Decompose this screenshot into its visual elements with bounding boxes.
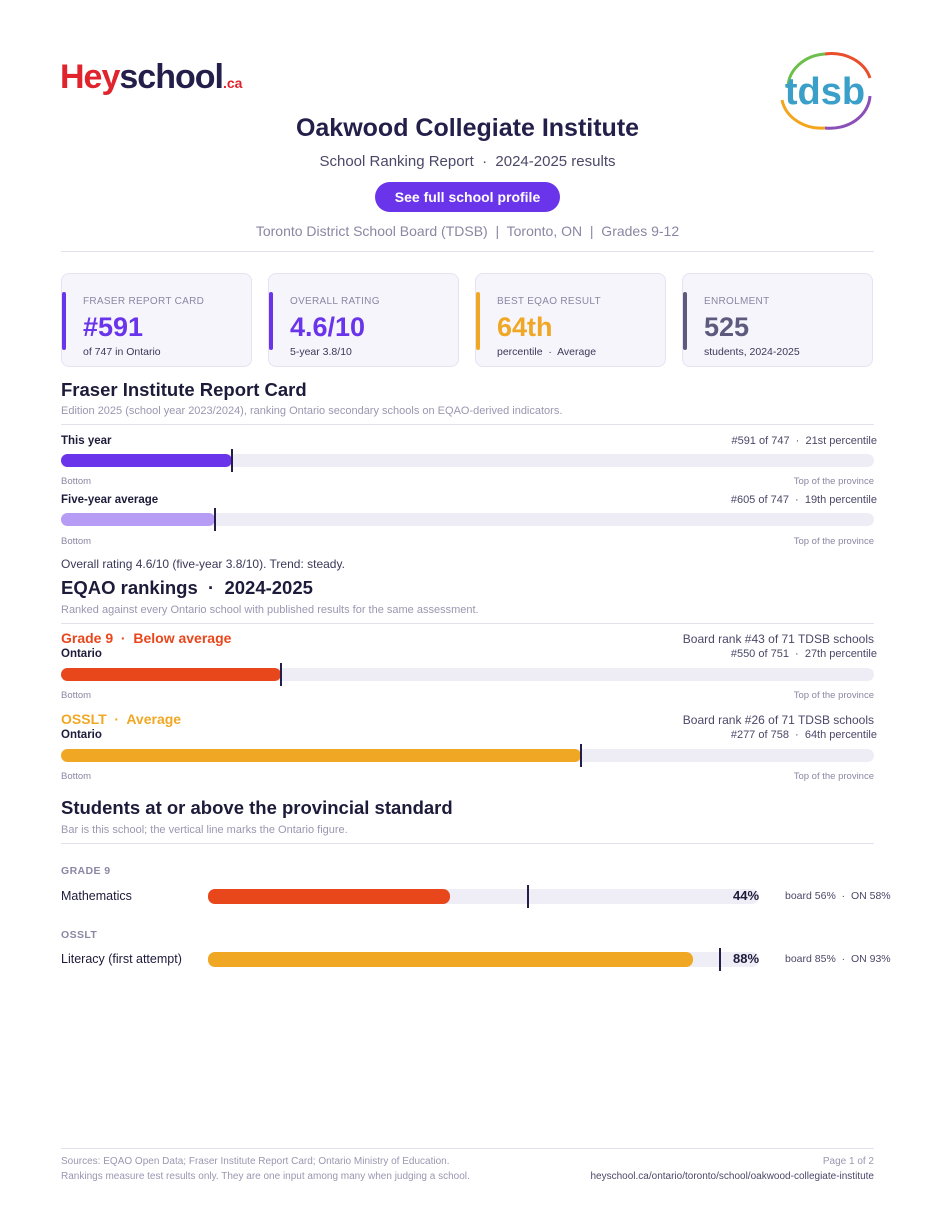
logo-school: school [119, 58, 224, 96]
card-sub: 5-year 3.8/10 [290, 346, 352, 358]
bar-marker [231, 449, 233, 472]
eqao-row-label: Ontario [61, 648, 102, 660]
card-value: #591 [83, 312, 144, 342]
eqao-grade9-bar [61, 663, 874, 686]
bar-fill [61, 749, 581, 762]
bar-fill [61, 454, 232, 467]
card-label: BEST EQAO RESULT [497, 296, 601, 307]
footer-url[interactable]: heyschool.ca/ontario/toronto/school/oakw… [590, 1171, 874, 1182]
bar-marker [214, 508, 216, 531]
fraser-five-year-bar [61, 508, 874, 531]
full-profile-button[interactable]: See full school profile [375, 182, 560, 212]
page-title: Oakwood Collegiate Institute [295, 114, 640, 142]
card-value: 525 [704, 312, 750, 342]
logo-ca: .ca [222, 75, 243, 91]
bar-fill [61, 668, 281, 681]
tdsb-logo-icon: tdsb [780, 52, 872, 130]
subject-label: Mathematics [61, 889, 132, 903]
footer-right: Page 1 of 2 heyschool.ca/ontario/toronto… [590, 1154, 874, 1184]
card-label: OVERALL RATING [290, 296, 380, 307]
bar-fill [61, 513, 215, 526]
axis-top-label: Top of the province [793, 476, 874, 487]
ontario-marker [527, 885, 529, 908]
header-divider [61, 251, 874, 252]
axis-top-label: Top of the province [793, 536, 874, 547]
bar-marker [280, 663, 282, 686]
eqao-osslt-heading: OSSLT · Average [61, 711, 182, 727]
card-label: ENROLMENT [704, 296, 770, 307]
axis-top-label: Top of the province [793, 690, 874, 701]
eqao-grade9-heading: Grade 9 · Below average [61, 630, 232, 646]
axis-bottom-label: Bottom [61, 476, 92, 487]
bar-fill [208, 952, 693, 967]
fraser-row-rank: #591 of 747 · 21st percentile [731, 435, 877, 447]
group-label-grade9: GRADE 9 [61, 865, 111, 877]
axis-bottom-label: Bottom [61, 690, 92, 701]
card-accent [683, 292, 687, 350]
logo-hey: Hey [60, 58, 120, 96]
standard-heading: Students at or above the provincial stan… [61, 797, 453, 818]
fraser-divider [61, 424, 874, 425]
card-label: FRASER REPORT CARD [83, 296, 205, 307]
tdsb-logo-text: tdsb [785, 71, 865, 113]
fraser-desc: Edition 2025 (school year 2023/2024), ra… [61, 405, 563, 417]
comparison-values: board 85% · ON 93% [785, 953, 891, 965]
card-overall-rating: OVERALL RATING 4.6/10 5-year 3.8/10 [268, 273, 459, 367]
footer-sources: Sources: EQAO Open Data; Fraser Institut… [61, 1156, 450, 1167]
eqao-board-rank: Board rank #26 of 71 TDSB schools [682, 713, 874, 727]
subject-label: Literacy (first attempt) [61, 952, 182, 966]
school-meta: Toronto District School Board (TDSB) | T… [255, 223, 680, 239]
card-accent [62, 292, 66, 350]
bar-fill [208, 889, 450, 904]
fraser-row-label: This year [61, 435, 112, 447]
card-value: 64th [497, 312, 553, 342]
school-percent: 88% [733, 951, 760, 966]
card-accent [269, 292, 273, 350]
eqao-board-rank: Board rank #43 of 71 TDSB schools [682, 632, 874, 646]
math-standard-bar [208, 885, 759, 908]
eqao-osslt-bar [61, 744, 874, 767]
eqao-row-label: Ontario [61, 729, 102, 741]
eqao-row-rank: #277 of 758 · 64th percentile [730, 729, 877, 741]
footer-left: Sources: EQAO Open Data; Fraser Institut… [61, 1154, 470, 1184]
standard-desc: Bar is this school; the vertical line ma… [61, 824, 348, 836]
card-sub: students, 2024-2025 [704, 346, 800, 358]
standard-divider [61, 843, 874, 844]
group-label-osslt: OSSLT [61, 929, 98, 941]
eqao-divider [61, 623, 874, 624]
footer-page: Page 1 of 2 [822, 1156, 874, 1167]
eqao-heading: EQAO rankings · 2024-2025 [61, 577, 313, 598]
fraser-row-rank: #605 of 747 · 19th percentile [730, 494, 877, 506]
axis-top-label: Top of the province [793, 771, 874, 782]
card-sub: percentile · Average [497, 346, 597, 358]
ontario-marker [719, 948, 721, 971]
fraser-this-year-bar [61, 449, 874, 472]
card-enrolment: ENROLMENT 525 students, 2024-2025 [682, 273, 873, 367]
page-subtitle: School Ranking Report · 2024-2025 result… [319, 153, 616, 170]
card-accent [476, 292, 480, 350]
axis-bottom-label: Bottom [61, 536, 92, 547]
fraser-row-label: Five-year average [61, 494, 159, 506]
axis-bottom-label: Bottom [61, 771, 92, 782]
literacy-standard-bar [208, 948, 759, 971]
fraser-note: Overall rating 4.6/10 (five-year 3.8/10)… [61, 557, 345, 571]
footer-disclaimer: Rankings measure test results only. They… [61, 1171, 470, 1182]
card-sub: of 747 in Ontario [83, 346, 161, 358]
eqao-row-rank: #550 of 751 · 27th percentile [730, 648, 877, 660]
heyschool-logo[interactable]: Heyschool.ca [60, 58, 242, 97]
comparison-values: board 56% · ON 58% [785, 890, 891, 902]
eqao-desc: Ranked against every Ontario school with… [61, 604, 479, 616]
card-value: 4.6/10 [290, 312, 366, 342]
card-best-eqao: BEST EQAO RESULT 64th percentile · Avera… [475, 273, 666, 367]
school-percent: 44% [733, 888, 760, 903]
bar-marker [580, 744, 582, 767]
footer-divider [61, 1148, 874, 1149]
fraser-heading: Fraser Institute Report Card [61, 379, 307, 400]
card-fraser: FRASER REPORT CARD #591 of 747 in Ontari… [61, 273, 252, 367]
